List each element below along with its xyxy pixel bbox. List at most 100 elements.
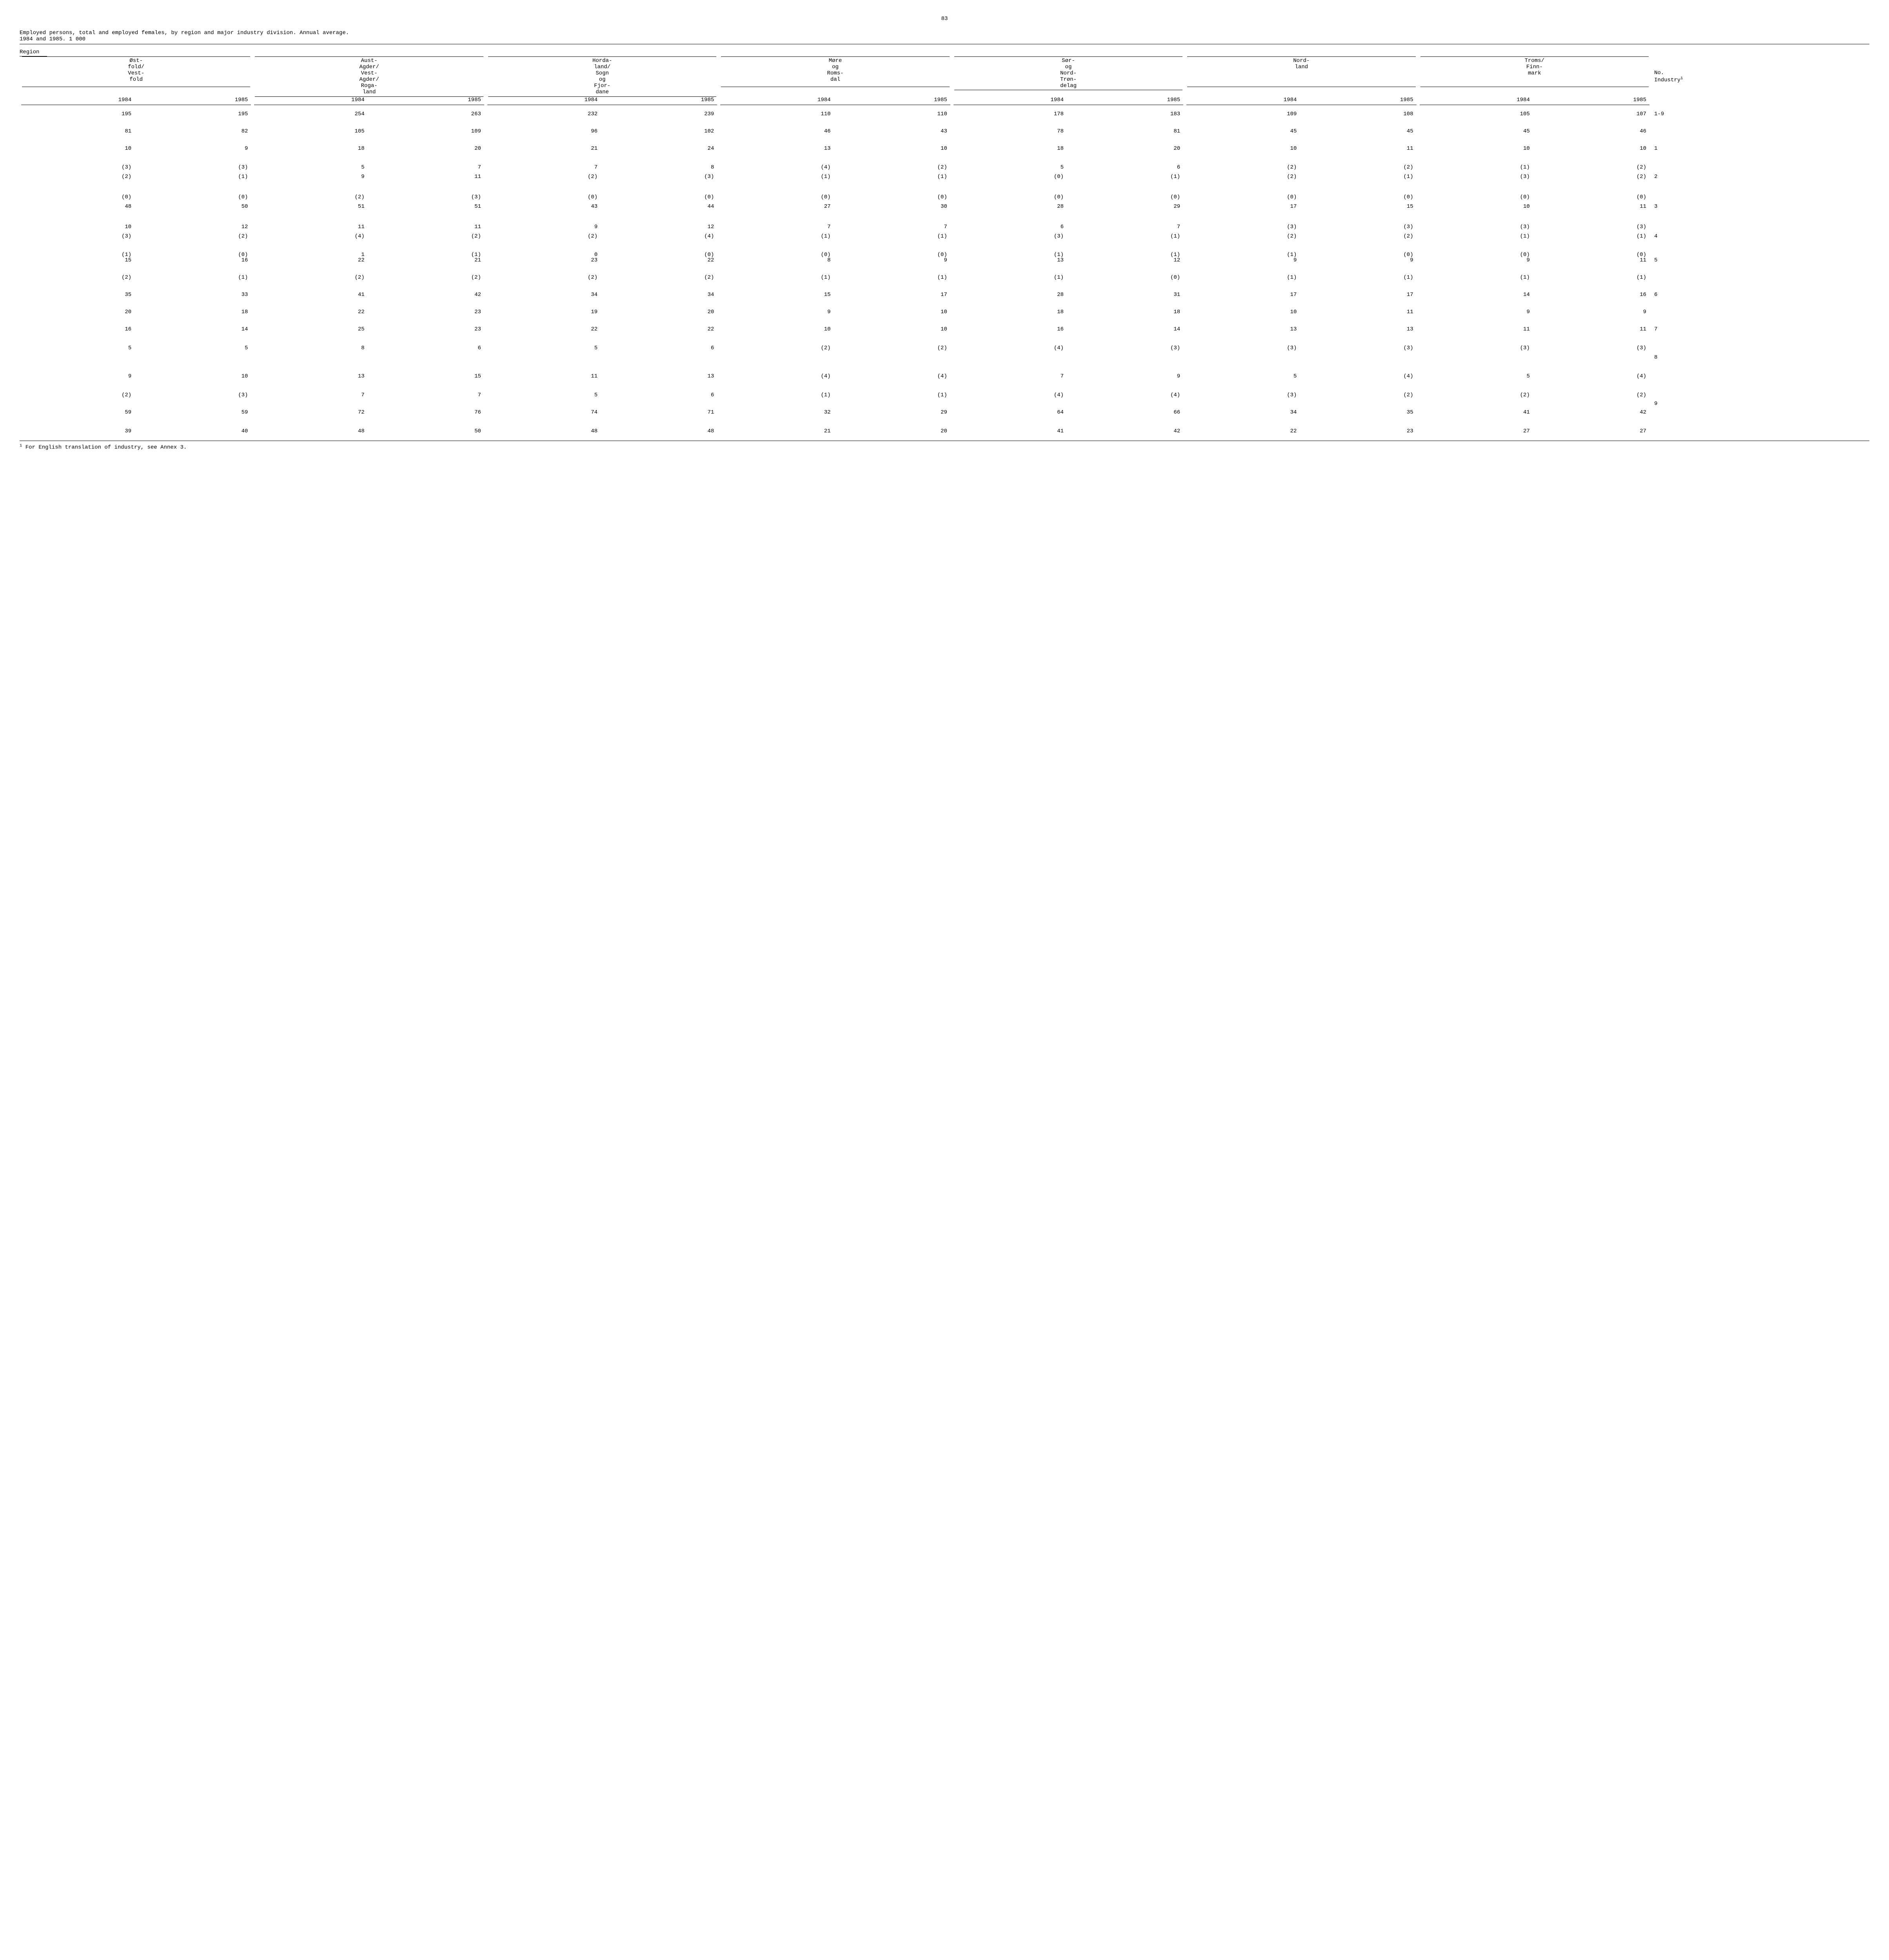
year-cell-blank	[1651, 97, 1869, 105]
data-cell: 10	[20, 140, 136, 157]
data-cell: 17	[1185, 286, 1301, 303]
data-cell: 59	[136, 408, 252, 423]
data-cell: 13	[1301, 321, 1418, 338]
data-cell: (1)	[1418, 269, 1535, 286]
data-cell: (0)	[1418, 187, 1535, 202]
data-cell: 20	[1068, 140, 1185, 157]
data-cell: 9	[20, 368, 136, 385]
data-cell: (1)	[1418, 157, 1535, 172]
table-row: (3)(3)5778(4)(2)56(2)(2)(1)(2)	[20, 157, 1869, 172]
data-cell: (2)	[252, 187, 369, 202]
data-cell	[136, 353, 252, 368]
data-cell: 43	[486, 202, 602, 217]
data-cell: (3)	[20, 157, 136, 172]
data-cell: (0)	[1068, 269, 1185, 286]
data-cell: 17	[836, 286, 952, 303]
data-cell: 28	[952, 202, 1068, 217]
data-cell	[252, 400, 369, 408]
data-cell: (2)	[20, 172, 136, 187]
column-group-4: Sør-ogNord-Trøn-delag	[952, 56, 1185, 97]
data-cell: 32	[719, 408, 835, 423]
data-cell: 22	[602, 321, 719, 338]
data-cell: 7	[369, 385, 486, 400]
data-cell: (0)9	[1418, 247, 1535, 269]
data-cell	[1535, 400, 1651, 408]
data-cell: 10	[20, 217, 136, 232]
data-cell	[952, 353, 1068, 368]
data-cell: 5	[1185, 368, 1301, 385]
data-cell: (3)	[952, 232, 1068, 247]
data-cell: (1)	[952, 269, 1068, 286]
data-cell: (4)	[252, 232, 369, 247]
year-cell: 1984	[952, 97, 1068, 105]
data-cell: 48	[486, 423, 602, 440]
table-row: 48505151434427302829171510113	[20, 202, 1869, 217]
table-row: 35334142343415172831171714166	[20, 286, 1869, 303]
data-cell: (0)	[20, 187, 136, 202]
column-group-5: Nord-land	[1185, 56, 1418, 97]
data-cell: 20	[836, 423, 952, 440]
industry-cell: 6	[1651, 286, 1869, 303]
data-cell: 14	[136, 321, 252, 338]
industry-cell: 2	[1651, 172, 1869, 187]
year-cell: 1984	[486, 97, 602, 105]
table-row: (3)(2)(4)(2)(2)(4)(1)(1)(3)(1)(2)(2)(1)(…	[20, 232, 1869, 247]
data-cell: 72	[252, 408, 369, 423]
data-cell	[602, 400, 719, 408]
data-cell: (2)	[836, 338, 952, 353]
year-cell: 1984	[719, 97, 835, 105]
data-cell: 10	[836, 303, 952, 321]
data-cell: 11	[1535, 202, 1651, 217]
data-cell: 43	[836, 123, 952, 140]
data-cell: 50	[369, 423, 486, 440]
data-cell: (1)	[1068, 232, 1185, 247]
data-cell: 12	[602, 217, 719, 232]
data-cell: (1)	[719, 385, 835, 400]
data-cell: 5	[1418, 368, 1535, 385]
data-cell: 9	[1418, 303, 1535, 321]
data-cell: 51	[369, 202, 486, 217]
data-cell	[719, 353, 835, 368]
data-cell: 108	[1301, 105, 1418, 123]
data-cell: 263	[369, 105, 486, 123]
data-cell: (1)13	[952, 247, 1068, 269]
data-cell: 5	[136, 338, 252, 353]
data-cell: 6	[369, 338, 486, 353]
data-cell: 18	[952, 303, 1068, 321]
data-cell: (2)	[1535, 172, 1651, 187]
data-cell: 15	[369, 368, 486, 385]
data-cell: 195	[136, 105, 252, 123]
data-cell: (3)	[1535, 338, 1651, 353]
data-cell: 20	[602, 303, 719, 321]
data-cell: 39	[20, 423, 136, 440]
industry-cell	[1651, 123, 1869, 140]
data-cell: 10	[1185, 140, 1301, 157]
data-cell: 81	[1068, 123, 1185, 140]
industry-col-header: No.Industry1	[1651, 56, 1869, 97]
table-row: 5959727674713229646634354142	[20, 408, 1869, 423]
data-cell: 7	[719, 217, 835, 232]
data-cell: 6	[602, 338, 719, 353]
data-cell	[602, 353, 719, 368]
data-cell: (2)	[1185, 232, 1301, 247]
data-cell: 19	[486, 303, 602, 321]
data-cell: (0)9	[1301, 247, 1418, 269]
data-cell	[20, 400, 136, 408]
data-cell: 13	[719, 140, 835, 157]
data-cell	[486, 353, 602, 368]
data-cell: 28	[952, 286, 1068, 303]
data-cell: 9	[719, 303, 835, 321]
data-cell: (3)	[1068, 338, 1185, 353]
table-row: 558656(2)(2)(4)(3)(3)(3)(3)(3)	[20, 338, 1869, 353]
data-cell: (0)	[836, 187, 952, 202]
data-cell: (1)	[1535, 232, 1651, 247]
data-cell: 16	[1535, 286, 1651, 303]
page-number: 83	[20, 16, 1869, 22]
data-cell: (3)	[1185, 217, 1301, 232]
data-cell: 7	[369, 157, 486, 172]
data-cell: 46	[1535, 123, 1651, 140]
industry-cell: 1	[1651, 140, 1869, 157]
data-cell: (2)	[1535, 157, 1651, 172]
data-cell: (4)	[1301, 368, 1418, 385]
data-cell: 105	[252, 123, 369, 140]
